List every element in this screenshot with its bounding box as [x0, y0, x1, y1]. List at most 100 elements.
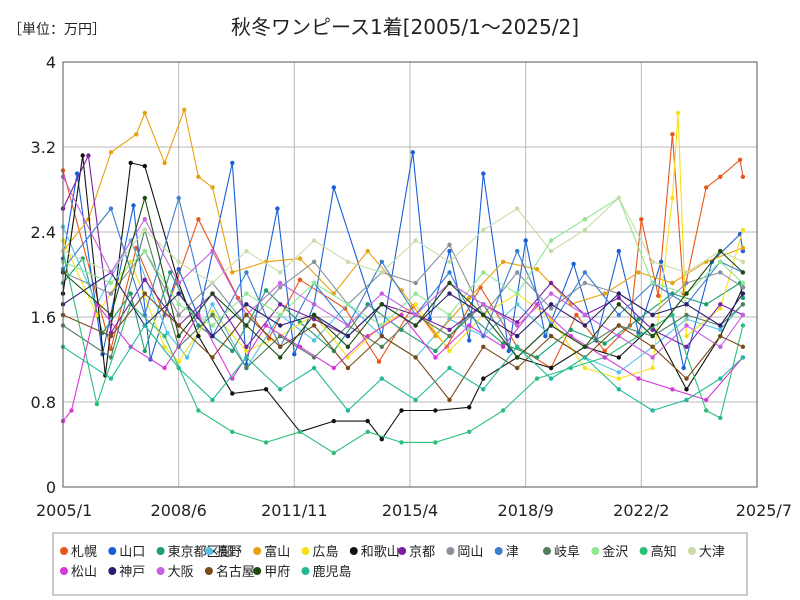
data-point	[515, 291, 520, 296]
data-point	[128, 160, 133, 166]
data-point	[616, 355, 621, 360]
data-point	[670, 280, 675, 286]
data-point	[704, 397, 709, 403]
legend-item: 富山	[253, 544, 290, 560]
data-point	[684, 376, 689, 381]
data-point	[481, 302, 486, 307]
legend-item: 松山	[60, 565, 97, 580]
data-point	[210, 309, 215, 314]
chart-title: 秋冬ワンピース1着[2005/1～2025/2]	[231, 15, 579, 39]
data-point	[244, 302, 249, 307]
legend-marker	[349, 547, 358, 555]
legend-box	[52, 532, 748, 596]
data-point	[582, 344, 588, 349]
data-point	[500, 259, 506, 264]
data-point	[399, 408, 404, 413]
data-point	[602, 341, 607, 346]
data-point	[142, 323, 147, 328]
data-point	[718, 376, 723, 381]
data-point	[345, 259, 351, 264]
data-point	[210, 333, 215, 339]
data-point	[740, 302, 746, 307]
data-point	[94, 401, 100, 407]
plot-frame	[62, 61, 758, 488]
data-point	[616, 387, 621, 392]
x-tick-label: 2011/11	[261, 501, 327, 520]
x-tick-label: 2018/9	[498, 501, 554, 520]
data-point	[616, 248, 621, 254]
data-point	[718, 333, 723, 339]
legend-label: 甲府	[264, 565, 290, 580]
data-point	[568, 327, 573, 332]
data-point	[331, 450, 336, 456]
data-point	[548, 376, 554, 381]
data-point	[278, 280, 283, 286]
data-point	[244, 312, 249, 318]
data-point	[365, 429, 370, 434]
axis-labels: 0 0.8 1.6 2.4 3.2 4 2005/1 2008/6 2011/11 2015/4 2…	[31, 53, 792, 520]
data-point	[548, 280, 554, 286]
data-point	[433, 333, 438, 339]
data-point	[210, 397, 215, 403]
data-point	[108, 376, 114, 381]
data-point	[548, 302, 554, 307]
data-point	[278, 344, 283, 349]
data-point	[142, 348, 147, 354]
data-point	[182, 107, 187, 113]
data-point	[69, 408, 74, 413]
legend-item: 岡山	[446, 545, 483, 560]
legend-item: 神戸	[108, 565, 145, 580]
data-point	[447, 327, 452, 332]
legend-label: 山口	[119, 545, 145, 560]
legend-marker	[253, 567, 262, 575]
data-point	[718, 323, 723, 328]
data-point	[230, 270, 235, 275]
data-point	[433, 348, 438, 354]
data-point	[297, 256, 303, 261]
data-point	[515, 206, 520, 211]
data-point	[142, 217, 147, 222]
data-point	[515, 248, 520, 254]
data-point	[500, 344, 506, 349]
data-point	[656, 293, 661, 298]
legend-label: 高知	[651, 544, 677, 560]
data-point	[447, 316, 452, 322]
series-名古屋	[60, 291, 746, 403]
data-point	[515, 365, 520, 371]
data-point	[740, 270, 746, 275]
data-point	[681, 365, 686, 371]
data-point	[311, 312, 317, 318]
legend-label: 札幌	[71, 544, 97, 560]
data-point	[210, 355, 215, 360]
data-point	[297, 344, 303, 349]
legend-item: 京都	[398, 545, 435, 560]
data-point	[548, 248, 554, 254]
data-point	[582, 217, 588, 222]
data-point	[176, 259, 181, 264]
data-point	[582, 355, 588, 360]
legend-item: 金沢	[591, 544, 628, 560]
data-point	[616, 195, 621, 201]
y-tick-label: 3.2	[31, 138, 56, 157]
data-point	[108, 206, 114, 211]
data-point	[650, 327, 655, 332]
x-tick-label: 2022/2	[613, 501, 669, 520]
data-point	[548, 291, 554, 296]
y-tick-label: 0.8	[31, 393, 56, 412]
data-point	[740, 323, 746, 328]
data-point	[704, 185, 709, 190]
data-point	[718, 174, 723, 179]
data-point	[650, 259, 655, 264]
data-point	[548, 333, 554, 339]
data-point	[523, 238, 528, 243]
data-point	[230, 160, 235, 166]
legend-item: 山口	[108, 545, 145, 560]
data-point	[108, 333, 114, 339]
data-point	[740, 312, 746, 318]
data-point	[616, 376, 621, 381]
data-point	[297, 429, 303, 434]
data-point	[331, 185, 336, 190]
data-point	[737, 157, 743, 162]
data-point	[376, 359, 382, 364]
data-point	[345, 333, 351, 339]
